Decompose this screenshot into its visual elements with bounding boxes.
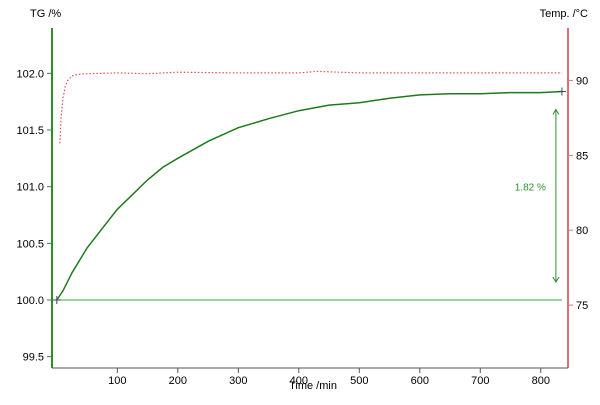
y-right-tick-label: 75 — [576, 300, 588, 312]
x-tick-label: 400 — [290, 375, 308, 387]
annotation-arrowhead-top — [552, 108, 560, 115]
x-axis-title: Time /min — [289, 380, 337, 392]
y-right-tick-label: 85 — [576, 150, 588, 162]
axes — [51, 28, 569, 369]
x-tick-label: 800 — [532, 375, 550, 387]
y-axis-left-title: TG /% — [30, 8, 61, 20]
tg-series-line — [56, 90, 563, 301]
ticks: 100 200 300 400 500 600 700 800 99.5 100.0 100.5 10… — [16, 68, 588, 387]
x-tick-label: 600 — [411, 375, 429, 387]
y-left-tick-label: 101.0 — [16, 182, 44, 194]
y-left-tick-label: 100.0 — [16, 295, 44, 307]
y-axis-right-title: Temp. /°C — [540, 8, 588, 20]
x-tick-label: 700 — [471, 375, 489, 387]
y-right-tick-label: 80 — [576, 225, 588, 237]
y-left-tick-label: 99.5 — [23, 352, 44, 364]
y-left-tick-label: 101.5 — [16, 125, 44, 137]
temp-series-line — [59, 70, 562, 144]
y-left-tick-label: 102.0 — [16, 68, 44, 80]
annotation-arrowhead-bottom — [552, 276, 560, 283]
y-left-tick-label: 100.5 — [16, 238, 44, 250]
annotation-label: 1.82 % — [515, 183, 546, 194]
x-tick-label: 500 — [350, 375, 368, 387]
y-right-tick-label: 90 — [576, 75, 588, 87]
x-tick-label: 200 — [169, 375, 187, 387]
plot-area: 1.82 % — [52, 70, 566, 304]
x-tick-label: 300 — [229, 375, 247, 387]
x-tick-label: 100 — [108, 375, 126, 387]
